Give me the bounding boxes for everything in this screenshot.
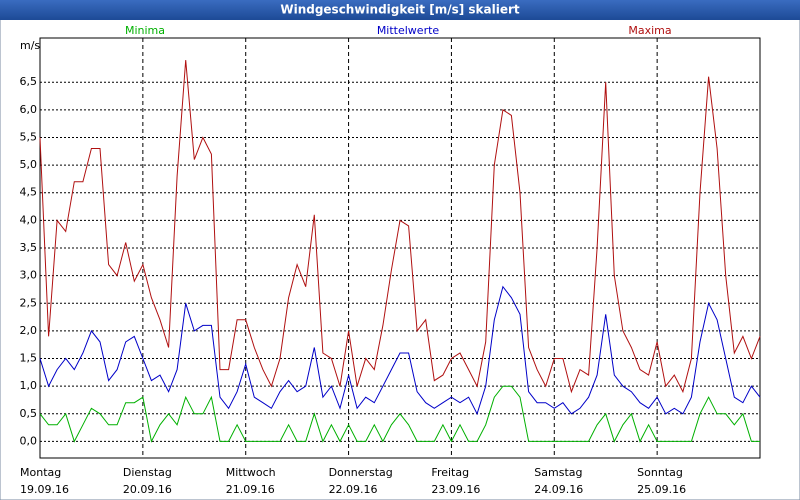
y-tick-label: 5,5: [20, 130, 38, 143]
x-tick-date: 22.09.16: [329, 483, 378, 496]
x-tick-date: 24.09.16: [534, 483, 583, 496]
x-tick-label: Freitag: [431, 466, 469, 479]
y-tick-label: 6,5: [20, 75, 38, 88]
y-tick-label: 2,0: [20, 324, 38, 337]
x-tick-date: 23.09.16: [431, 483, 480, 496]
chart-title: Windgeschwindigkeit [m/s] skaliert: [280, 3, 520, 17]
y-tick-label: 0,5: [20, 407, 38, 420]
legend-entry: Mittelwerte: [377, 24, 440, 37]
x-tick-date: 19.09.16: [20, 483, 69, 496]
x-tick-label: Mittwoch: [226, 466, 276, 479]
legend-entry: Maxima: [628, 24, 671, 37]
x-tick-label: Sonntag: [637, 466, 683, 479]
x-tick-label: Donnerstag: [329, 466, 393, 479]
data-line: [39, 285, 761, 416]
y-tick-label: 4,5: [20, 186, 38, 199]
x-tick-label: Samstag: [534, 466, 582, 479]
y-tick-label: 0,0: [20, 434, 38, 447]
x-tick-label: Montag: [20, 466, 61, 479]
x-tick-date: 21.09.16: [226, 483, 275, 496]
legend-entry: Minima: [125, 24, 165, 37]
y-axis-label: m/s: [20, 39, 40, 52]
y-tick-label: 4,0: [20, 213, 38, 226]
x-tick-label: Dienstag: [123, 466, 172, 479]
y-tick-label: 1,5: [20, 352, 38, 365]
data-line: [39, 385, 760, 443]
x-tick-date: 20.09.16: [123, 483, 172, 496]
title-bar: [0, 0, 800, 20]
x-tick-date: 25.09.16: [637, 483, 686, 496]
y-tick-label: 6,0: [20, 103, 38, 116]
y-tick-label: 3,5: [20, 241, 38, 254]
data-line: [39, 60, 761, 394]
y-tick-label: 5,0: [20, 158, 38, 171]
y-tick-label: 1,0: [20, 379, 38, 392]
y-tick-label: 3,0: [20, 269, 38, 282]
y-tick-label: 2,5: [20, 296, 38, 309]
